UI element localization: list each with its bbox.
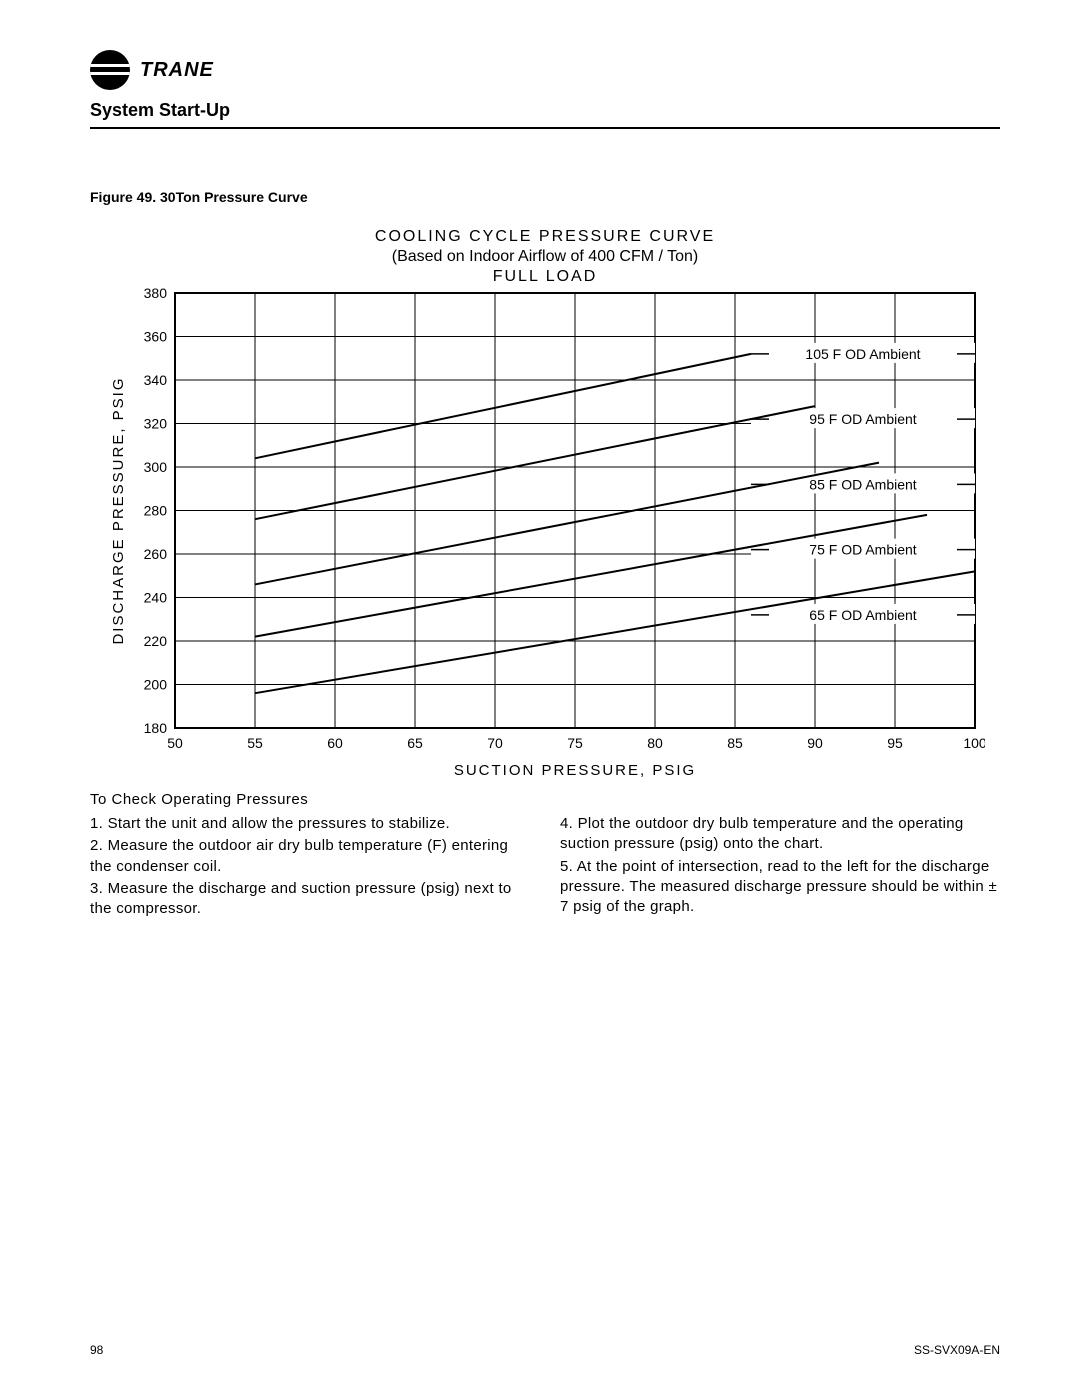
page-footer: 98 SS-SVX09A-EN	[90, 1343, 1000, 1357]
y-axis-label: DISCHARGE PRESSURE, PSIG	[110, 376, 127, 644]
chart-title-3: FULL LOAD	[493, 268, 598, 285]
brand-name: TRANE	[140, 59, 214, 82]
x-tick-label: 85	[727, 735, 743, 751]
chart-title-1: COOLING CYCLE PRESSURE CURVE	[375, 228, 715, 245]
pressure-curve-chart: COOLING CYCLE PRESSURE CURVE (Based on In…	[105, 223, 985, 783]
instruction-item: 1. Start the unit and allow the pressure…	[90, 814, 530, 834]
series-label: 105 F OD Ambient	[805, 346, 920, 362]
y-tick-label: 300	[144, 459, 168, 475]
brand-logo-icon	[90, 50, 130, 90]
x-tick-label: 80	[647, 735, 663, 751]
y-tick-label: 320	[144, 416, 168, 432]
y-tick-label: 280	[144, 503, 168, 519]
instruction-item: 4. Plot the outdoor dry bulb temperature…	[560, 814, 1000, 855]
x-tick-label: 55	[247, 735, 263, 751]
x-tick-label: 90	[807, 735, 823, 751]
instructions-title: To Check Operating Pressures	[90, 791, 1000, 808]
instruction-item: 3. Measure the discharge and suction pre…	[90, 879, 530, 920]
series-label: 75 F OD Ambient	[809, 542, 916, 558]
brand-header: TRANE	[90, 50, 1000, 90]
instruction-item: 2. Measure the outdoor air dry bulb temp…	[90, 836, 530, 877]
x-tick-label: 70	[487, 735, 503, 751]
series-label: 65 F OD Ambient	[809, 607, 916, 623]
series-line	[255, 571, 975, 693]
y-tick-label: 220	[144, 633, 168, 649]
y-tick-label: 340	[144, 372, 168, 388]
section-rule	[90, 127, 1000, 129]
x-tick-label: 75	[567, 735, 583, 751]
instructions-right: 4. Plot the outdoor dry bulb temperature…	[560, 812, 1000, 921]
chart-container: COOLING CYCLE PRESSURE CURVE (Based on In…	[90, 223, 1000, 783]
x-tick-label: 95	[887, 735, 903, 751]
x-tick-label: 65	[407, 735, 423, 751]
section-title: System Start-Up	[90, 100, 1000, 121]
chart-title-2: (Based on Indoor Airflow of 400 CFM / To…	[392, 248, 699, 265]
y-tick-label: 260	[144, 546, 168, 562]
y-tick-label: 240	[144, 590, 168, 606]
figure-caption: Figure 49. 30Ton Pressure Curve	[90, 189, 1000, 205]
document-page: TRANE System Start-Up Figure 49. 30Ton P…	[0, 0, 1080, 1397]
series-line	[255, 354, 751, 458]
series-label: 85 F OD Ambient	[809, 476, 916, 492]
x-tick-label: 100	[963, 735, 985, 751]
series-line	[255, 463, 879, 585]
series-label: 95 F OD Ambient	[809, 411, 916, 427]
instruction-item: 5. At the point of intersection, read to…	[560, 857, 1000, 918]
x-tick-label: 60	[327, 735, 343, 751]
y-tick-label: 380	[144, 285, 168, 301]
y-tick-label: 360	[144, 329, 168, 345]
footer-document-id: SS-SVX09A-EN	[914, 1343, 1000, 1357]
x-axis-label: SUCTION PRESSURE, PSIG	[454, 762, 696, 779]
y-tick-label: 200	[144, 677, 168, 693]
instructions-columns: 1. Start the unit and allow the pressure…	[90, 812, 1000, 921]
y-tick-label: 180	[144, 720, 168, 736]
instructions-left: 1. Start the unit and allow the pressure…	[90, 812, 530, 921]
footer-page-number: 98	[90, 1343, 103, 1357]
x-tick-label: 50	[167, 735, 183, 751]
